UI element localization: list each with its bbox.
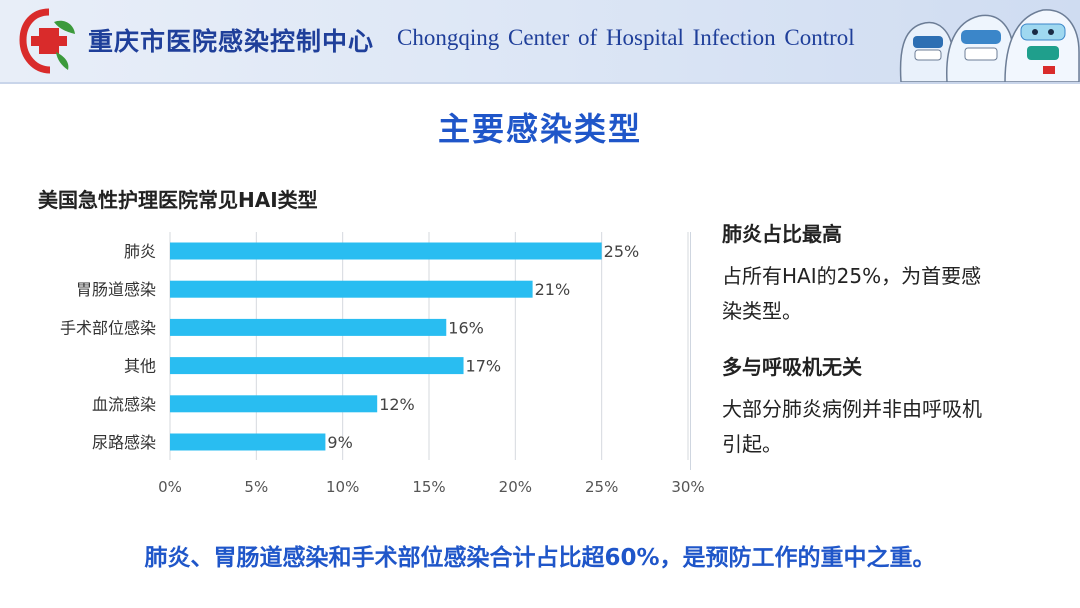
bar	[170, 395, 378, 413]
slide-title: 主要感染类型	[437, 110, 642, 148]
hospital-cross-logo-icon	[19, 8, 75, 74]
category-label: 手术部位感染	[60, 318, 156, 337]
data-label: 17%	[466, 357, 502, 376]
bar	[170, 242, 602, 260]
x-tick-label: 25%	[585, 478, 618, 496]
category-label: 胃肠道感染	[76, 280, 156, 299]
header-banner: 重庆市医院感染控制中心 Chongqing Center of Hospital…	[0, 0, 1080, 84]
x-tick-label: 30%	[671, 478, 704, 496]
data-label: 16%	[448, 318, 484, 337]
x-tick-label: 20%	[499, 478, 532, 496]
x-tick-label: 10%	[326, 478, 359, 496]
org-name-cn: 重庆市医院感染控制中心	[88, 27, 375, 56]
divider	[690, 232, 691, 470]
bar	[170, 280, 533, 298]
chart-title: 美国急性护理医院常见HAI类型	[38, 188, 318, 212]
insight-text: 占所有HAI的25%，为首要感 染类型。	[722, 259, 1052, 329]
org-name-en: Chongqing Center of Hospital Infection C…	[397, 25, 855, 50]
bar	[170, 357, 464, 375]
insight-line: 引起。	[722, 432, 782, 456]
category-label: 肺炎	[124, 242, 156, 261]
data-label: 9%	[327, 433, 352, 452]
x-tick-label: 0%	[158, 478, 182, 496]
category-label: 其他	[124, 357, 156, 376]
category-label: 尿路感染	[92, 433, 156, 452]
insight-block-pneumonia: 肺炎占比最高 占所有HAI的25%，为首要感 染类型。	[722, 218, 1052, 329]
insight-heading: 肺炎占比最高	[722, 222, 842, 246]
insight-line: 占所有HAI的25%，为首要感	[722, 264, 982, 288]
data-label: 12%	[379, 395, 415, 414]
insight-text: 大部分肺炎病例并非由呼吸机 引起。	[722, 392, 1052, 462]
category-label: 血流感染	[92, 395, 156, 414]
data-label: 25%	[604, 242, 640, 261]
x-tick-label: 15%	[412, 478, 445, 496]
protective-suit-staff-illustration-icon	[899, 9, 1080, 82]
bar	[170, 433, 326, 451]
insight-line: 染类型。	[722, 299, 802, 323]
insight-block-ventilator: 多与呼吸机无关 大部分肺炎病例并非由呼吸机 引起。	[722, 351, 1052, 462]
side-panel: 肺炎占比最高 占所有HAI的25%，为首要感 染类型。 多与呼吸机无关 大部分肺…	[722, 218, 1052, 484]
footer-note: 肺炎、胃肠道感染和手术部位感染合计占比超60%，是预防工作的重中之重。	[144, 545, 936, 571]
insight-line: 大部分肺炎病例并非由呼吸机	[722, 397, 982, 421]
bar	[170, 318, 447, 336]
data-label: 21%	[535, 280, 571, 299]
insight-heading: 多与呼吸机无关	[722, 355, 862, 379]
x-tick-label: 5%	[244, 478, 268, 496]
